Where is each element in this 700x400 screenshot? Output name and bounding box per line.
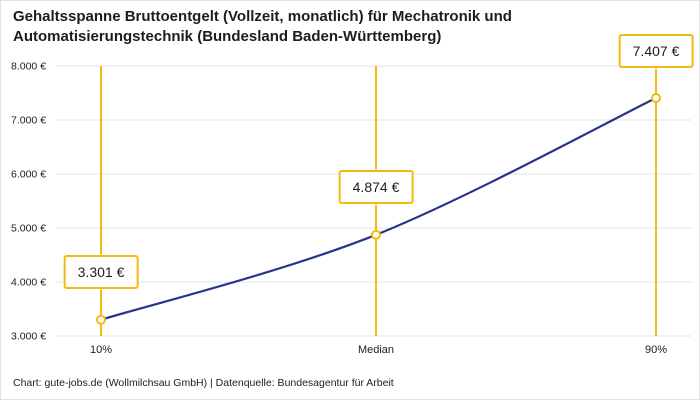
chart-source: Chart: gute-jobs.de (Wollmilchsau GmbH) … bbox=[13, 377, 394, 389]
y-tick-label: 4.000 € bbox=[11, 277, 46, 289]
x-tick-label: 10% bbox=[90, 344, 112, 356]
callout-p10: 3.301 € bbox=[63, 255, 139, 289]
y-tick-label: 8.000 € bbox=[11, 61, 46, 73]
series-line bbox=[100, 97, 657, 321]
callout-median-value: 4.874 € bbox=[352, 179, 400, 195]
callout-p90: 7.407 € bbox=[618, 34, 694, 68]
y-tick-label: 3.000 € bbox=[11, 331, 46, 343]
callout-p10-value: 3.301 € bbox=[77, 264, 125, 280]
x-tick-label: Median bbox=[358, 344, 394, 356]
y-tick-label: 7.000 € bbox=[11, 115, 46, 127]
y-tick-label: 6.000 € bbox=[11, 169, 46, 181]
data-point bbox=[371, 229, 381, 240]
x-tick-label: 90% bbox=[645, 344, 667, 356]
data-point bbox=[651, 93, 661, 104]
chart-title: Gehaltsspanne Bruttoentgelt (Vollzeit, m… bbox=[13, 8, 512, 46]
callout-p90-value: 7.407 € bbox=[632, 43, 680, 59]
callout-median: 4.874 € bbox=[338, 170, 414, 204]
data-point bbox=[96, 314, 106, 325]
y-tick-label: 5.000 € bbox=[11, 223, 46, 235]
